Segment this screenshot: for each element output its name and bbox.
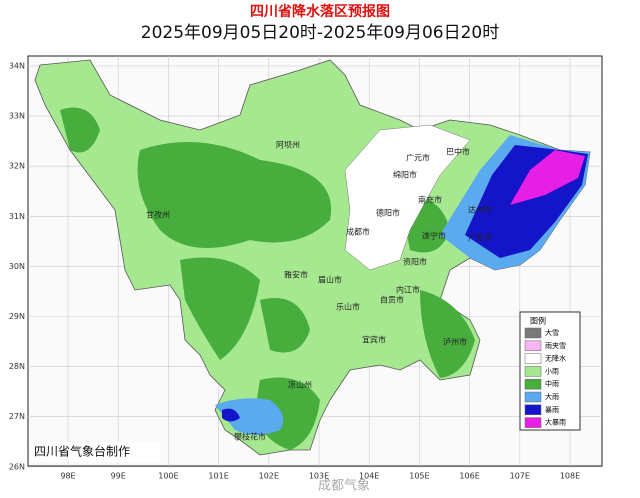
lat-label: 30N [9,262,25,271]
watermark: 成都气象 [318,478,370,494]
legend-label: 无降水 [545,354,566,363]
legend-label: 大雨 [545,392,559,401]
rainstorm-south [222,408,240,422]
legend-swatch [524,391,542,403]
place-label: 泸州市 [443,337,467,347]
legend-label: 暴雨 [545,406,559,414]
place-label: 攀枝花市 [234,432,266,442]
lon-label: 98E [60,472,75,481]
legend-swatch [524,378,542,390]
legend-label: 小雨 [545,366,559,375]
lon-label: 104E [359,472,379,481]
place-label: 绵阳市 [393,170,417,180]
place-label: 达州市 [468,205,492,215]
legend-swatch [524,417,542,428]
lon-label: 101E [208,472,228,481]
place-label: 眉山市 [318,275,342,285]
place-label: 凉山州 [288,380,312,390]
lon-label: 107E [510,472,530,481]
place-label: 阿坝州 [276,141,300,150]
lat-label: 29N [9,312,25,321]
place-label: 资阳市 [403,257,427,267]
place-label: 成都市 [346,227,370,237]
place-label: 内江市 [396,285,420,295]
no-rain [344,124,471,271]
place-label: 甘孜州 [146,210,170,220]
place-label: 遂宁市 [422,231,446,241]
lat-label: 31N [9,212,25,221]
place-label: 巴中市 [446,147,470,157]
place-label: 广元市 [406,153,430,163]
lon-label: 100E [158,472,178,481]
legend-swatch [524,404,542,416]
heavy-rain-south [215,398,284,435]
lon-label: 106E [459,472,479,481]
lon-label: 108E [560,472,580,481]
legend-swatch [524,353,542,364]
place-label: 自贡市 [380,295,404,305]
lat-label: 33N [9,112,25,121]
lat-label: 28N [9,362,25,371]
place-label: 雅安市 [284,270,308,280]
place-label: 南充市 [418,195,442,205]
legend-label: 大暴雨 [545,418,566,427]
place-label: 广安市 [468,233,492,243]
legend-swatch [524,327,542,339]
lon-label: 105E [409,472,429,481]
subtitle: 2025年09月05日20时-2025年09月06日20时 [141,23,499,43]
lat-label: 27N [9,412,25,421]
title: 四川省降水落区预报图 [250,3,390,20]
place-label: 宜宾市 [362,335,386,345]
lat-label: 32N [9,162,25,171]
place-label: 乐山市 [336,302,360,312]
lat-label: 34N [9,62,25,71]
lon-label: 102E [259,472,279,481]
heavy-rainstorm [510,150,585,205]
lat-label: 26N [9,462,25,471]
legend-label: 雨夹雪 [545,341,566,350]
footer-box [30,442,160,462]
lon-label: 103E [309,472,329,481]
legend-swatch [524,366,542,377]
legend-label: 中雨 [545,379,559,388]
place-label: 德阳市 [376,208,400,218]
footer: 四川省气象台制作 [34,444,130,459]
lon-label: 99E [111,472,126,481]
legend-label: 大雪 [545,328,559,337]
legend-title: 图例 [530,316,546,326]
legend-swatch [524,340,542,352]
